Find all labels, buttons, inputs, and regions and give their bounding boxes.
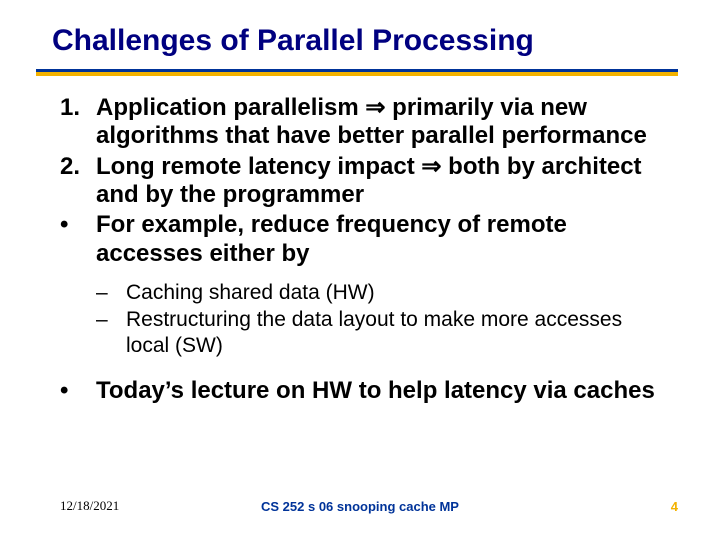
list-marker: 1. (60, 94, 96, 151)
list-item: 1. Application parallelism ⇒ primarily v… (60, 94, 670, 151)
slide-body: 1. Application parallelism ⇒ primarily v… (60, 94, 670, 407)
sub-list-item: – Restructuring the data layout to make … (96, 307, 670, 358)
dash-icon: – (96, 307, 126, 358)
list-text: Restructuring the data layout to make mo… (126, 307, 670, 358)
slide-title: Challenges of Parallel Processing (52, 24, 534, 58)
list-text: Caching shared data (HW) (126, 280, 670, 306)
spacer (60, 270, 670, 280)
slide-footer: 12/18/2021 CS 252 s 06 snooping cache MP… (0, 496, 720, 514)
bullet-icon: • (60, 211, 96, 268)
list-text: For example, reduce frequency of remote … (96, 211, 670, 268)
list-item: 2. Long remote latency impact ⇒ both by … (60, 153, 670, 210)
footer-page-number: 4 (671, 499, 678, 514)
list-marker: 2. (60, 153, 96, 210)
list-item: • Today’s lecture on HW to help latency … (60, 377, 670, 405)
sub-list-item: – Caching shared data (HW) (96, 280, 670, 306)
bullet-icon: • (60, 377, 96, 405)
list-item: • For example, reduce frequency of remot… (60, 211, 670, 268)
spacer (60, 361, 670, 377)
list-text: Long remote latency impact ⇒ both by arc… (96, 153, 670, 210)
list-text: Application parallelism ⇒ primarily via … (96, 94, 670, 151)
footer-course: CS 252 s 06 snooping cache MP (0, 499, 720, 514)
list-text: Today’s lecture on HW to help latency vi… (96, 377, 670, 405)
dash-icon: – (96, 280, 126, 306)
slide: Challenges of Parallel Processing 1. App… (0, 0, 720, 540)
title-rule-yellow (36, 72, 678, 76)
